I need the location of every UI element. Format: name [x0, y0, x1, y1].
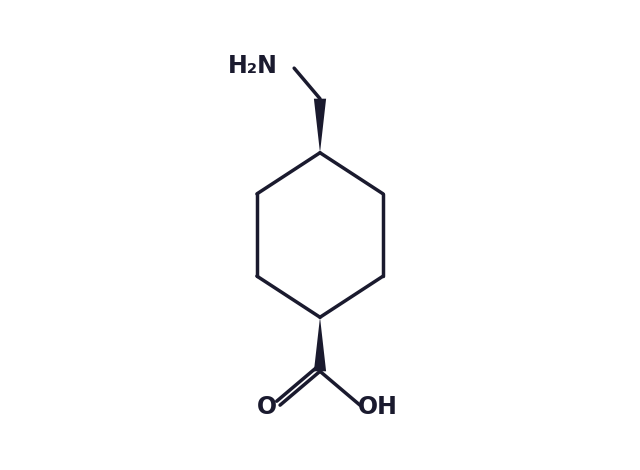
Text: O: O: [257, 395, 277, 420]
Text: H₂N: H₂N: [228, 54, 278, 78]
Polygon shape: [314, 99, 326, 153]
Polygon shape: [314, 317, 326, 371]
Text: OH: OH: [358, 395, 397, 420]
